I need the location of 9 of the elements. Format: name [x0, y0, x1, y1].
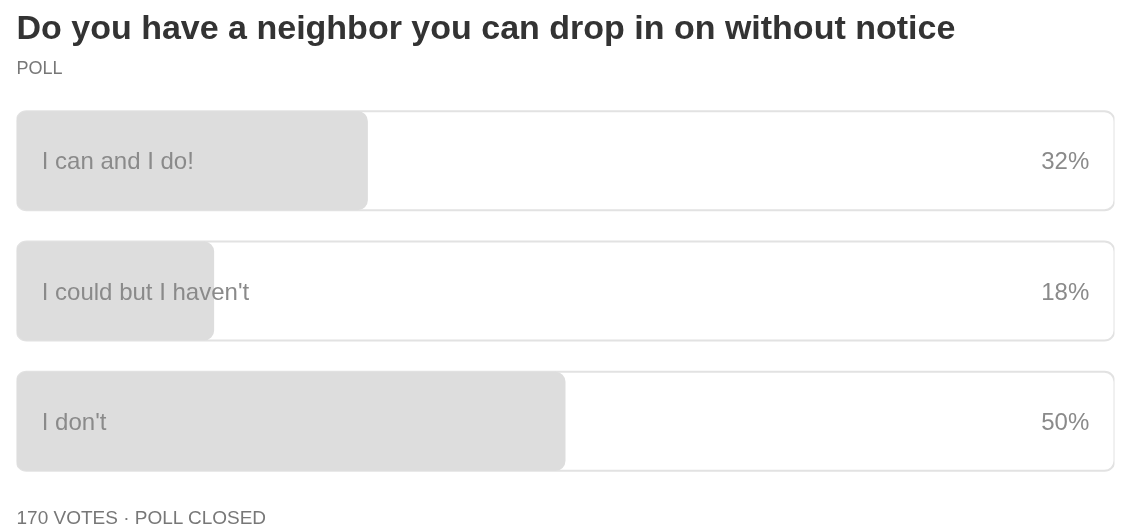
- chart-title: Do you have a neighbor you can drop in on without notice: [16, 7, 956, 46]
- y-tick-label: I don't: [41, 407, 107, 435]
- data-label: 50%: [1041, 407, 1090, 435]
- text: 170 VOTES · POLL CLOSED: [16, 506, 267, 528]
- data-label: 18%: [1041, 277, 1090, 305]
- data-label: 32%: [1041, 147, 1090, 175]
- y-tick-label: I could but I haven't: [41, 277, 250, 305]
- y-tick-label: I can and I do!: [41, 147, 194, 175]
- text: POLL: [16, 57, 63, 78]
